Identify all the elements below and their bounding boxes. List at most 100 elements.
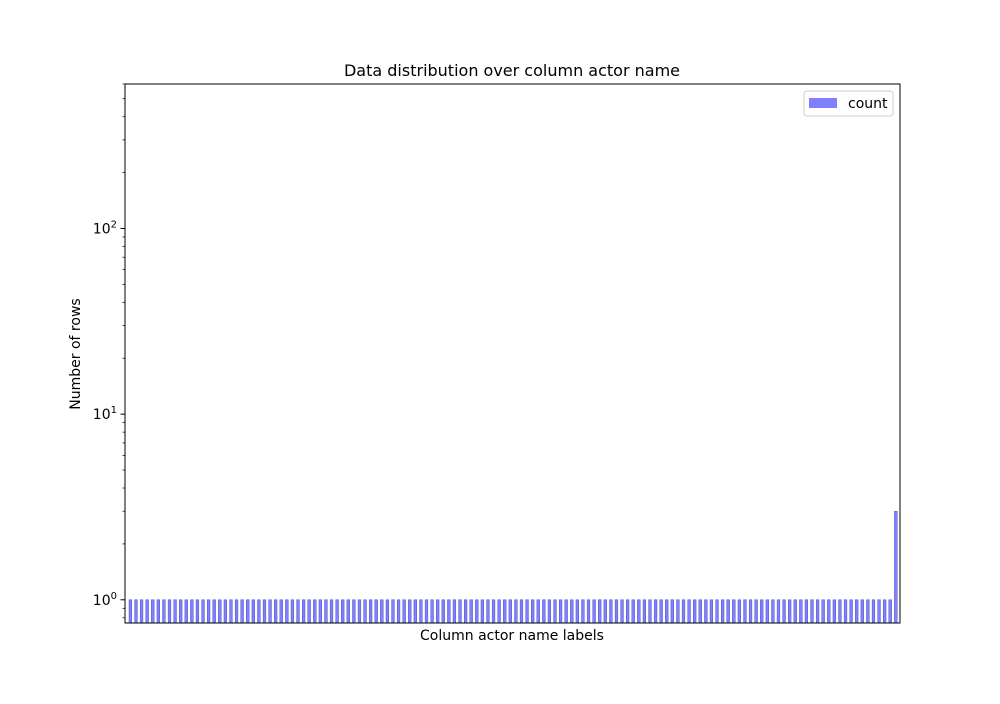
bar: [234, 599, 239, 624]
bar: [609, 599, 613, 624]
bar: [503, 599, 507, 624]
bar: [659, 599, 663, 624]
bar: [575, 599, 579, 624]
bar: [391, 599, 395, 624]
bar: [816, 599, 820, 624]
bar: [849, 599, 853, 624]
bar: [128, 599, 132, 624]
bar: [888, 599, 892, 624]
bar: [151, 599, 155, 624]
bar: [676, 599, 680, 624]
bar: [581, 599, 585, 624]
bar: [302, 599, 306, 624]
bar: [167, 599, 172, 624]
bar: [519, 599, 524, 624]
bar: [341, 599, 345, 624]
bar: [380, 599, 384, 624]
y-axis-ticks: 100 101 102: [93, 83, 125, 619]
bar: [162, 599, 166, 624]
bars-group: [128, 511, 898, 624]
bar: [290, 599, 295, 624]
bar: [408, 599, 412, 624]
bar: [804, 599, 809, 624]
bar: [441, 599, 445, 624]
bar: [139, 599, 144, 624]
bar: [424, 599, 429, 624]
y-tick-label: 102: [93, 219, 117, 237]
bar: [514, 599, 518, 624]
legend-box: [803, 90, 894, 117]
bar: [480, 599, 484, 624]
bar: [665, 599, 669, 624]
bar: [419, 599, 423, 624]
bar: [357, 599, 362, 624]
bar: [832, 599, 836, 624]
bar: [626, 599, 630, 624]
bar: [346, 599, 350, 624]
bar: [603, 599, 607, 624]
bar: [156, 599, 160, 624]
bar: [614, 599, 619, 624]
bar: [246, 599, 250, 624]
bar: [173, 599, 177, 624]
bar: [436, 599, 440, 624]
bar: [491, 599, 496, 624]
bar: [497, 599, 501, 624]
bar: [218, 599, 222, 624]
bar: [190, 599, 194, 624]
bar: [547, 599, 552, 624]
bar: [508, 599, 512, 624]
bar: [855, 599, 859, 624]
bar: [184, 599, 188, 624]
bar: [313, 599, 317, 624]
bar: [318, 599, 322, 624]
bar: [598, 599, 602, 624]
bar: [642, 599, 646, 624]
bar: [329, 599, 334, 624]
bar: [396, 599, 401, 624]
bar: [413, 599, 417, 624]
bar: [592, 599, 596, 624]
bar: [201, 599, 205, 624]
bar: [134, 599, 138, 624]
bar: [430, 599, 434, 624]
bar: [799, 599, 803, 624]
bar: [726, 599, 730, 624]
bar: [452, 599, 457, 624]
bar: [324, 599, 328, 624]
bar: [704, 599, 708, 624]
bar: [715, 599, 719, 624]
bar: [251, 599, 255, 624]
bar: [559, 599, 563, 624]
bar: [335, 599, 339, 624]
legend: count: [803, 90, 894, 117]
x-axis-label: Column actor name labels: [420, 628, 604, 644]
bar: [212, 599, 216, 624]
bar: [653, 599, 658, 624]
bar: [860, 599, 864, 624]
bar: [743, 599, 747, 624]
y-tick-label: 101: [93, 405, 117, 423]
bar: [262, 599, 267, 624]
bar: [843, 599, 848, 624]
bar: [776, 599, 781, 624]
bar: [765, 599, 769, 624]
bar: [709, 599, 714, 624]
bar: [771, 599, 775, 624]
bar: [307, 599, 311, 624]
legend-label: count: [848, 96, 888, 112]
bar: [782, 599, 786, 624]
bar: [564, 599, 568, 624]
bar: [754, 599, 758, 624]
bar: [827, 599, 831, 624]
bar: [620, 599, 624, 624]
bar: [257, 599, 261, 624]
plot-area-frame: [124, 83, 901, 624]
bar: [179, 599, 183, 624]
bar: [670, 599, 674, 624]
bar: [486, 599, 490, 624]
bar: [536, 599, 540, 624]
bar: [279, 599, 283, 624]
